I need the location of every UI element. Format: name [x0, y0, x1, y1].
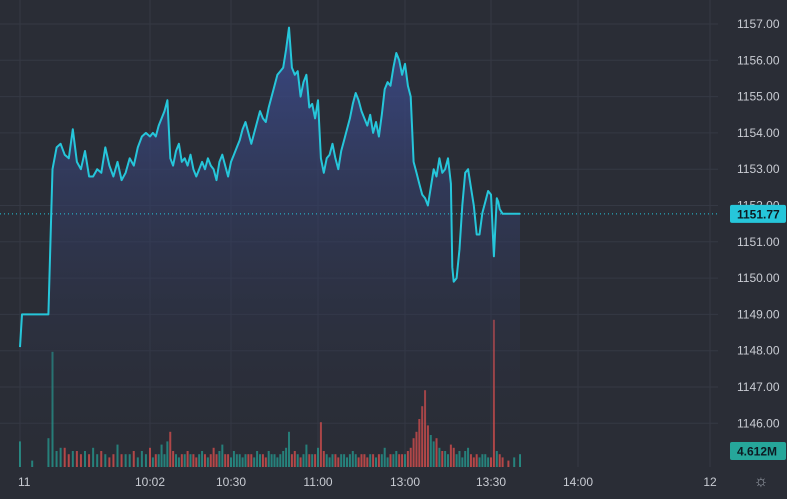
y-tick-label: 1154.00	[737, 126, 780, 140]
last-price-badge	[730, 204, 786, 223]
x-tick-label: 10:30	[216, 475, 246, 489]
volume-badge	[730, 442, 786, 460]
price-line	[19, 26, 520, 348]
y-tick-label: 1148.00	[737, 344, 780, 358]
x-tick-label: 12	[703, 475, 717, 489]
price-area	[20, 27, 520, 467]
y-tick-label: 1151.00	[737, 235, 780, 249]
x-tick-label: 10:02	[135, 475, 165, 489]
x-tick-label: 13:00	[390, 475, 420, 489]
x-tick-label: 11	[18, 475, 31, 489]
x-tick-label: 14:00	[563, 475, 593, 489]
y-tick-label: 1147.00	[737, 380, 780, 394]
y-tick-label: 1156.00	[737, 53, 780, 67]
y-tick-label: 1153.00	[737, 162, 780, 176]
settings-icon[interactable]: ☼	[753, 473, 769, 490]
y-tick-label: 1157.00	[737, 17, 780, 31]
x-tick-label: 13:30	[476, 475, 506, 489]
x-axis[interactable]: 11 10:02 10:30 11:00 13:00 13:30 14:00 12	[18, 475, 717, 489]
last-price-label: 1151.77	[737, 207, 780, 221]
y-tick-label: 1146.00	[737, 416, 780, 430]
x-tick-label: 11:00	[303, 475, 332, 489]
price-badges: 1151.77 4.612M	[730, 204, 786, 460]
volume-label: 4.612M	[737, 445, 777, 459]
y-tick-label: 1155.00	[737, 90, 780, 104]
y-axis[interactable]: 1146.00 1147.00 1148.00 1149.00 1150.00 1151.…	[737, 17, 780, 430]
price-line-path	[19, 26, 520, 348]
y-tick-label: 1150.00	[737, 271, 780, 285]
price-area-fill	[20, 27, 520, 467]
y-tick-label: 1149.00	[737, 307, 780, 321]
